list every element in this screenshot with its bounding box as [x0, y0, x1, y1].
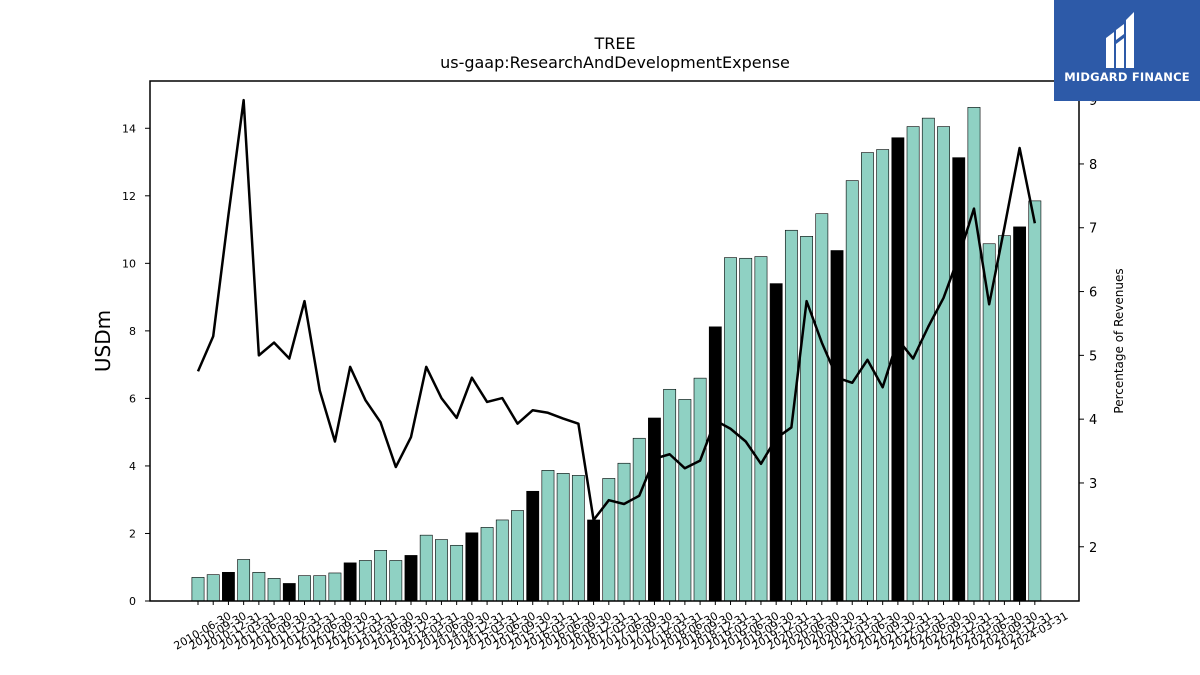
bar-2015-06-30 [495, 519, 509, 602]
bar-2021-03-31 [845, 180, 859, 602]
y-tick-label: 0 [129, 595, 136, 608]
bar-2012-06-30 [313, 575, 327, 602]
bar-2013-09-30 [389, 560, 403, 602]
bar-2013-06-30 [374, 550, 387, 602]
chart-subtitle: us-gaap:ResearchAndDevelopmentExpense [440, 53, 790, 72]
y-axis-left: 0 2 4 6 8 10 12 14 [122, 122, 150, 608]
bar-2020-06-30 [800, 236, 813, 602]
y-tick-label: 12 [122, 190, 136, 203]
bar-2011-12-31 [282, 583, 296, 602]
y-tick-label: 6 [129, 392, 136, 405]
bar-2017-09-30 [632, 437, 646, 602]
bar-2014-03-31 [419, 534, 433, 602]
bar-2023-09-30 [997, 235, 1011, 602]
bar-2018-03-31 [663, 388, 677, 602]
plot-frame [149, 80, 1080, 602]
y2-tick-label: 8 [1089, 158, 1097, 173]
bar-2017-12-31 [648, 417, 661, 602]
bar-2022-03-31 [906, 126, 920, 602]
bar-2016-12-31 [587, 519, 600, 602]
bar-2023-12-31 [1013, 226, 1027, 602]
bar-2016-03-31 [541, 470, 555, 602]
bar-2017-03-31 [602, 478, 616, 602]
bar-2022-06-30 [921, 117, 935, 602]
y2-tick-label: 2 [1089, 541, 1097, 556]
y2-tick-label: 7 [1089, 222, 1097, 237]
y-axis-label: USDm [91, 310, 115, 372]
bar-2019-06-30 [739, 257, 753, 602]
bar-2014-09-30 [450, 544, 464, 602]
bar-2021-06-30 [861, 152, 874, 602]
bar-2019-12-31 [769, 283, 783, 602]
bar-2018-09-30 [693, 377, 707, 602]
y-tick-label: 2 [129, 527, 136, 540]
bar-2015-03-31 [480, 527, 494, 602]
bar-2023-03-31 [967, 107, 981, 602]
y-tick-label: 14 [122, 122, 136, 135]
bar-2013-03-31 [358, 560, 372, 602]
bar-2010-09-30 [206, 574, 220, 602]
bar-2016-06-30 [556, 473, 570, 602]
bar-2015-12-31 [526, 490, 540, 602]
pct-of-revenue-line [196, 98, 1037, 522]
brand-logo: MIDGARD FINANCE [1054, 0, 1200, 101]
chart-title: TREE [593, 34, 635, 53]
bar-2012-03-31 [298, 575, 311, 602]
bar-2018-06-30 [678, 399, 692, 602]
bar-2014-06-30 [435, 539, 448, 602]
bar-2022-09-30 [937, 126, 950, 602]
bar-2019-09-30 [754, 256, 768, 602]
bar-2012-12-31 [343, 562, 357, 602]
bar-2020-12-31 [830, 250, 844, 602]
bar-2015-09-30 [511, 510, 524, 602]
y2-tick-label: 6 [1089, 286, 1097, 301]
y-tick-label: 8 [129, 325, 136, 338]
y2-tick-label: 3 [1089, 477, 1097, 492]
bar-2016-09-30 [571, 475, 585, 602]
line-layer [196, 98, 1037, 522]
bar-2014-12-31 [465, 532, 479, 602]
y-axis-right: 2 3 4 5 6 7 8 9 [1079, 94, 1097, 556]
y2-axis-label: Percentage of Revenues [1112, 268, 1126, 413]
y2-tick-label: 5 [1089, 349, 1097, 364]
y-tick-label: 4 [129, 460, 136, 473]
y2-tick-label: 9 [1089, 94, 1097, 109]
bar-2020-03-31 [784, 229, 798, 602]
bar-2013-12-31 [404, 555, 418, 602]
bar-2020-09-30 [815, 213, 829, 602]
bar-2011-09-30 [267, 578, 281, 602]
bar-2024-03-31 [1028, 200, 1042, 602]
bar-2011-03-31 [237, 559, 251, 602]
x-axis: 2010-06-302010-09-302010-12-312011-03-31… [172, 601, 1070, 653]
bar-2018-12-31 [708, 326, 722, 602]
y2-tick-label: 4 [1089, 413, 1097, 428]
bar-2021-12-31 [891, 137, 905, 602]
bar-2012-09-30 [328, 572, 342, 602]
bar-2017-06-30 [617, 462, 631, 602]
bar-2022-12-31 [952, 157, 966, 602]
bar-2010-12-31 [222, 571, 235, 602]
brand-name: MIDGARD FINANCE [1064, 70, 1190, 84]
midgard-logo-icon [1106, 12, 1134, 68]
bar-2011-06-30 [252, 571, 266, 602]
y-tick-label: 10 [122, 257, 136, 270]
bars-layer [191, 107, 1042, 602]
bar-2010-06-30 [191, 577, 205, 602]
